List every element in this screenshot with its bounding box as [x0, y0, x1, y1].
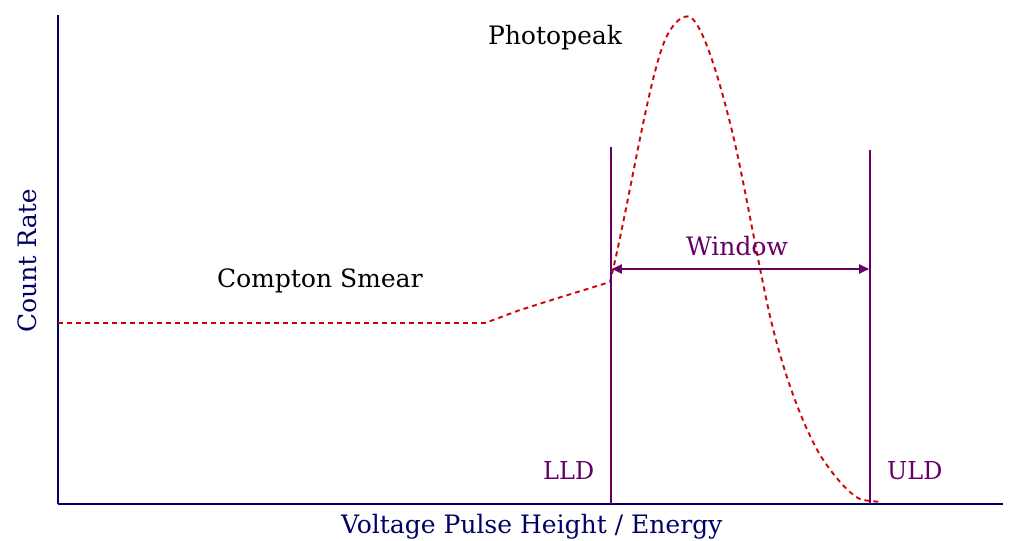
window-label: Window	[686, 232, 788, 261]
photopeak-label: Photopeak	[488, 21, 623, 50]
y-axis-label: Count Rate	[13, 188, 42, 332]
lld-label: LLD	[543, 457, 594, 485]
x-axis-label: Voltage Pulse Height / Energy	[340, 510, 723, 539]
uld-label: ULD	[887, 457, 942, 485]
compton-smear-label: Compton Smear	[217, 264, 423, 293]
spectrum-curve	[58, 15, 881, 503]
